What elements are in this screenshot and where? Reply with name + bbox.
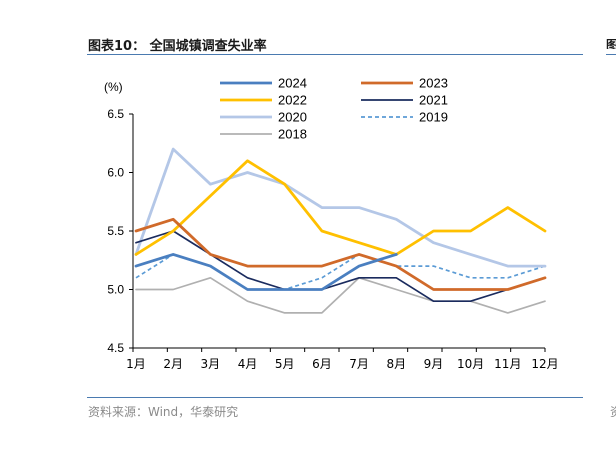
x-tick-label: 11月: [494, 357, 521, 371]
x-tick-label: 1月: [126, 357, 146, 371]
x-tick-label: 2月: [163, 357, 183, 371]
x-tick-label: 6月: [312, 357, 332, 371]
series-line-2021: [135, 230, 546, 303]
source-note: 资料来源：Wind，华泰研究: [88, 405, 239, 419]
adjacent-title-divider: [606, 54, 616, 55]
x-tick-label: 5月: [275, 357, 295, 371]
x-tick-label: 4月: [238, 357, 258, 371]
x-tick-label: 3月: [201, 357, 221, 371]
y-tick-label: 6.0: [107, 166, 124, 180]
legend-label-2019: 2019: [419, 110, 448, 125]
source-divider: [87, 397, 583, 398]
legend-label-2023: 2023: [419, 76, 448, 91]
x-tick-label: 12月: [531, 357, 558, 371]
x-tick-label: 8月: [386, 357, 406, 371]
series-line-2020: [134, 147, 547, 268]
legend-label-2024: 2024: [278, 76, 307, 91]
x-tick-label: 7月: [349, 357, 369, 371]
legend-label-2021: 2021: [419, 93, 448, 108]
legend-label-2020: 2020: [278, 110, 307, 125]
adjacent-figure-title-fragment: 图: [606, 38, 616, 49]
x-tick-label: 9月: [424, 357, 444, 371]
chart-series: [134, 147, 547, 314]
series-line-2019: [135, 253, 546, 291]
y-axis-label: (%): [104, 80, 123, 94]
adjacent-source-fragment: 资: [610, 403, 616, 417]
figure-title: 图表10： 全国城镇调查失业率: [88, 39, 267, 54]
y-tick-label: 5.5: [107, 224, 124, 238]
series-line-2023: [134, 217, 547, 291]
legend-label-2018: 2018: [278, 127, 307, 142]
y-tick-label: 6.5: [107, 107, 124, 121]
legend-label-2022: 2022: [278, 93, 307, 108]
title-divider: [87, 54, 583, 55]
series-line-2022: [134, 159, 547, 256]
chart-axes: (%) 4.5 5.0 5.5 6.0 6.5 1月 2月 3月 4月 5月 6月 7月 8月 9月 10月 1…: [104, 80, 559, 371]
series-line-2024: [134, 253, 398, 291]
y-tick-label: 5.0: [107, 283, 124, 297]
x-tick-label: 10月: [457, 357, 484, 371]
y-tick-label: 4.5: [107, 341, 124, 355]
series-line-2018: [135, 276, 546, 314]
chart-legend: 2024 2023 2022 2021 2020 2019 2018: [220, 76, 448, 142]
